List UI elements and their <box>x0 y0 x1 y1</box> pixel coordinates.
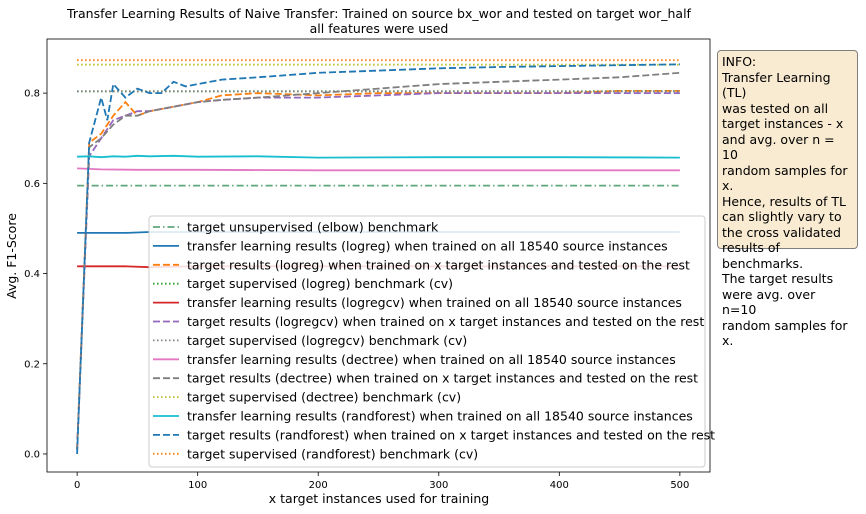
series-line-8 <box>77 167 680 172</box>
y-axis-label: Avg. F1-Score <box>4 213 19 299</box>
x-axis-label: x target instances used for training <box>269 491 489 506</box>
legend-label-5: transfer learning results (logregcv) whe… <box>187 295 682 310</box>
chart-title: Transfer Learning Results of Naive Trans… <box>66 6 691 21</box>
y-tick-label: 0.8 <box>24 89 40 100</box>
series-line-11 <box>77 154 680 159</box>
y-tick-label: 0.4 <box>24 269 40 280</box>
x-tick-label: 200 <box>309 480 328 491</box>
x-tick-label: 100 <box>188 480 207 491</box>
legend-label-8: transfer learning results (dectree) when… <box>187 352 676 367</box>
x-tick-label: 400 <box>550 480 569 491</box>
legend-label-11: transfer learning results (randforest) w… <box>187 409 693 424</box>
series-line-9 <box>76 71 680 450</box>
legend-label-10: target supervised (dectree) benchmark (c… <box>187 390 461 405</box>
info-box: INFO: Transfer Learning (TL) was tested … <box>717 50 858 348</box>
plot-frame <box>46 38 711 473</box>
chart-subtitle: all features were used <box>310 21 449 36</box>
legend-label-12: target results (randforest) when trained… <box>187 427 715 442</box>
y-tick-label: 0.2 <box>24 359 40 370</box>
y-axis-ticks: 0.0 0.2 0.4 0.6 0.8 <box>24 89 47 460</box>
legend-label-3: target results (logreg) when trained on … <box>187 257 690 272</box>
legend-label-9: target results (dectree) when trained on… <box>187 371 698 386</box>
legend-label-1: target unsupervised (elbow) benchmark <box>187 220 439 235</box>
y-tick-label: 0.0 <box>24 449 40 460</box>
x-tick-label: 500 <box>670 480 689 491</box>
x-tick-label: 300 <box>429 480 448 491</box>
legend: target unsupervised (elbow) benchmark tra… <box>148 215 715 468</box>
legend-frame <box>148 215 706 468</box>
y-tick-label: 0.6 <box>24 179 40 190</box>
x-axis-ticks: 0 100 200 300 400 500 <box>74 472 689 491</box>
legend-label-2: transfer learning results (logreg) when … <box>187 238 668 253</box>
series-line-12 <box>76 63 680 455</box>
legend-label-13: target supervised (randforest) benchmark… <box>187 446 478 461</box>
legend-label-7: target supervised (logregcv) benchmark (… <box>187 333 467 348</box>
legend-label-6: target results (logregcv) when trained o… <box>187 314 704 329</box>
x-tick-label: 0 <box>74 480 80 491</box>
legend-label-4: target supervised (logreg) benchmark (cv… <box>187 276 453 291</box>
